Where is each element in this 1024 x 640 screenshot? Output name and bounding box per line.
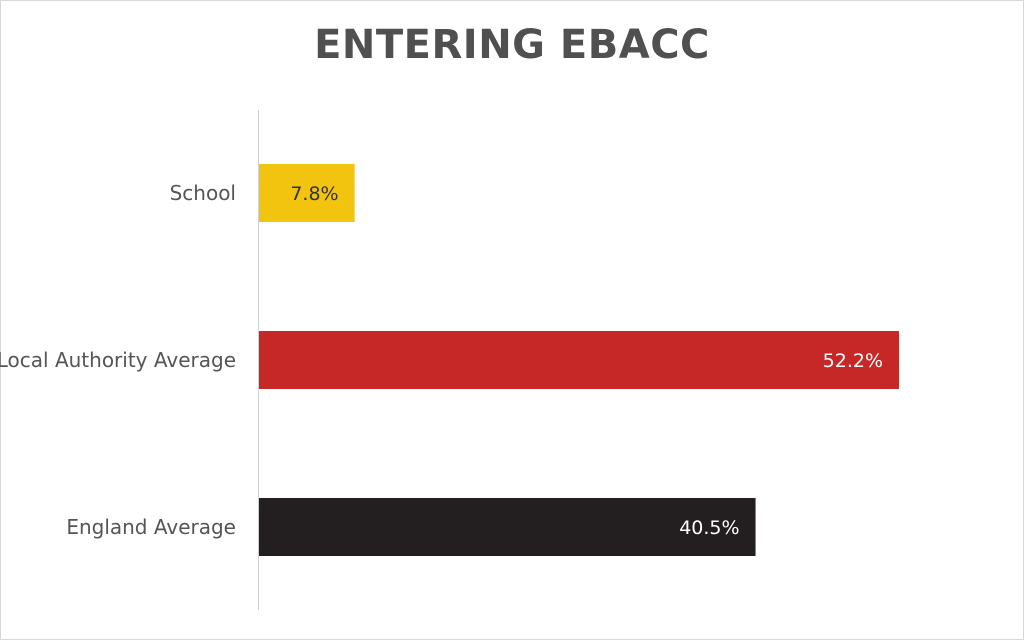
category-label: School (170, 181, 236, 205)
bar-2 (259, 498, 756, 556)
data-label: 52.2% (823, 350, 883, 372)
category-label: England Average (66, 515, 236, 539)
data-label: 40.5% (679, 517, 739, 539)
bar-0 (259, 164, 355, 222)
category-label: Local Authority Average (0, 348, 236, 372)
data-label: 7.8% (290, 183, 338, 205)
bar-1 (259, 331, 899, 389)
chart-title: ENTERING EBACC (314, 22, 710, 68)
bars-layer: School 7.8% Local Authority Average 52.2% En… (0, 164, 899, 556)
